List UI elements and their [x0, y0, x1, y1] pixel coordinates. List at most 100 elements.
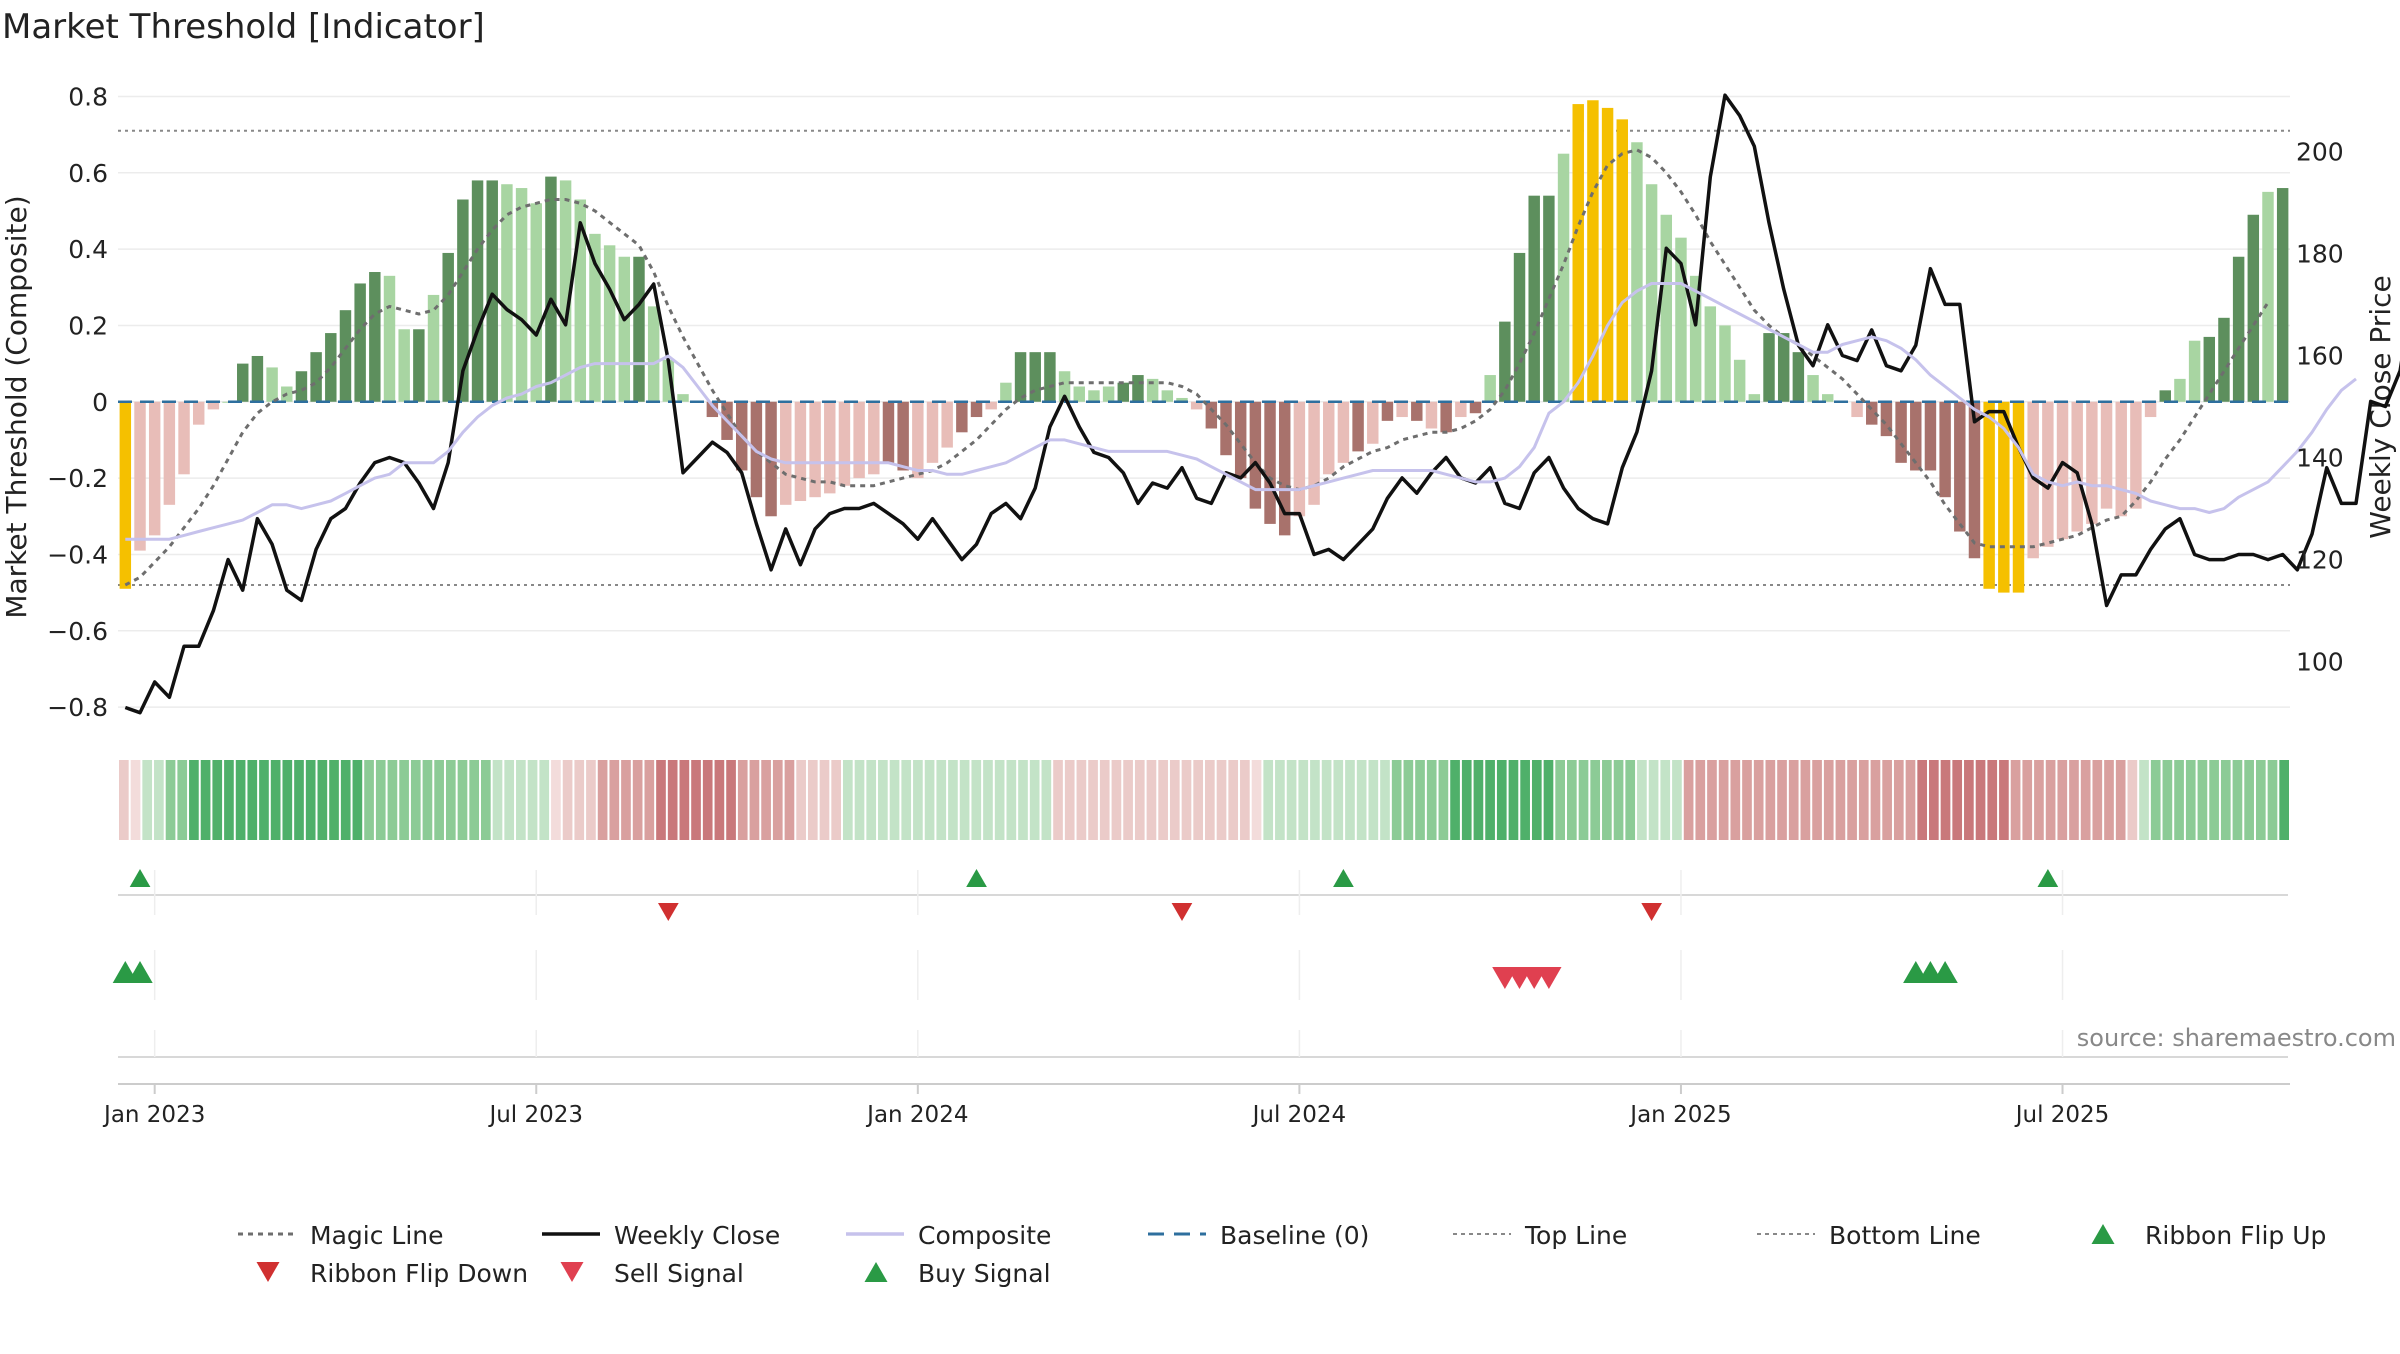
ribbon-cell — [1812, 760, 1822, 840]
y-axis-label: Market Threshold (Composite) — [0, 195, 33, 618]
composite-bar — [1513, 252, 1526, 402]
source-label: source: sharemaestro.com — [2077, 1024, 2396, 1052]
ribbon-cell — [2127, 760, 2138, 840]
ribbon-cell — [1310, 760, 1320, 840]
ribbon-cell — [1952, 760, 1963, 840]
ribbon-cell — [1835, 760, 1846, 840]
composite-bar — [1205, 401, 1218, 429]
ribbon-cell — [142, 760, 153, 840]
ribbon-cell — [317, 760, 328, 840]
ribbon-cell — [235, 760, 246, 840]
composite-bar — [1278, 401, 1291, 536]
composite-bar — [1249, 401, 1262, 509]
composite-bar — [413, 329, 425, 402]
composite-bar — [706, 401, 719, 418]
ribbon-cell — [2209, 760, 2219, 840]
composite-bar — [603, 245, 616, 402]
composite-bar — [1851, 401, 1863, 418]
composite-bar — [1234, 401, 1247, 479]
composite-bar — [1352, 401, 1364, 452]
x-tick-label: Jul 2025 — [2014, 1102, 2110, 1128]
legend-label-magic-line: Magic Line — [310, 1221, 444, 1250]
ribbon-cell — [1134, 760, 1145, 840]
composite-bar — [780, 401, 792, 505]
ribbon-cell — [983, 760, 993, 840]
ribbon-cell — [294, 760, 304, 840]
composite-bar — [442, 252, 454, 402]
composite-bar — [486, 180, 498, 402]
ribbon-flip-down-marker — [658, 903, 679, 921]
ribbon-cell — [1088, 760, 1098, 840]
composite-bar — [647, 306, 660, 402]
composite-bar — [926, 401, 939, 463]
composite-bar — [530, 203, 542, 402]
composite-bar — [882, 401, 895, 463]
ribbon-cell — [2034, 760, 2044, 840]
composite-bar — [1763, 333, 1775, 402]
y2-tick-label: 140 — [2296, 444, 2344, 473]
composite-bar — [985, 401, 997, 410]
ribbon-cell — [1893, 760, 1904, 840]
ribbon-cell — [866, 760, 877, 840]
ribbon-cell — [632, 760, 643, 840]
ribbon-cell — [399, 760, 409, 840]
composite-bar — [1645, 184, 1658, 402]
ribbon-cell — [1228, 760, 1239, 840]
ribbon-cell — [410, 760, 421, 840]
ribbon-cell — [924, 760, 935, 840]
ribbon-cell — [2174, 760, 2184, 840]
composite-bar — [192, 401, 205, 425]
y2-tick-label: 200 — [2296, 137, 2344, 166]
ribbon-cell — [2069, 760, 2079, 840]
ribbon-cell — [2115, 760, 2126, 840]
weekly-close-line — [124, 93, 2400, 715]
composite-bar — [1499, 321, 1511, 402]
composite-bar — [1146, 378, 1159, 402]
composite-bar — [897, 401, 909, 471]
ribbon-cell — [1520, 760, 1530, 840]
x-tick-label: Jul 2023 — [487, 1102, 583, 1128]
ribbon-cell — [364, 760, 374, 840]
composite-bar — [119, 401, 132, 589]
composite-bar — [559, 180, 572, 402]
ribbon-cell — [527, 760, 538, 840]
ribbon-cell — [1987, 760, 1998, 840]
composite-bar — [163, 401, 176, 505]
ribbon-cell — [737, 760, 748, 840]
ribbon-cell — [1146, 760, 1157, 840]
composite-bar — [1308, 401, 1320, 505]
legend-item: Weekly Close — [542, 1221, 780, 1250]
composite-bar — [853, 401, 865, 479]
composite-bar — [1440, 401, 1452, 433]
composite-bar — [1528, 195, 1540, 402]
ribbon-cell — [1064, 760, 1075, 840]
y-tick-label: −0.8 — [47, 693, 108, 722]
composite-bar — [2262, 191, 2274, 402]
composite-bar — [1601, 107, 1614, 402]
ribbon-cell — [1099, 760, 1110, 840]
ribbon-cell — [1415, 760, 1425, 840]
legend-item: Top Line — [1453, 1221, 1627, 1250]
ribbon-cell — [1567, 760, 1577, 840]
composite-bar — [2159, 390, 2171, 402]
ribbon-cell — [1438, 760, 1449, 840]
ribbon-cell — [1765, 760, 1776, 840]
ribbon-cell — [1870, 760, 1881, 840]
ribbon-cell — [1181, 760, 1192, 840]
ribbon-cell — [119, 760, 129, 840]
composite-bar — [1733, 359, 1746, 402]
ribbon-cell — [177, 760, 188, 840]
composite-bar — [1866, 401, 1878, 425]
ribbon-cell — [2010, 760, 2021, 840]
composite-bar — [515, 188, 528, 402]
ribbon-cell — [1275, 760, 1285, 840]
legend-label-ribbon-flip-up: Ribbon Flip Up — [2145, 1221, 2326, 1250]
legend-item: Ribbon Flip Down — [256, 1259, 528, 1288]
composite-bar — [1455, 401, 1467, 418]
composite-bar — [1719, 325, 1731, 402]
composite-bar — [1895, 401, 1907, 463]
composite-bar — [618, 256, 631, 402]
buy-signal-marker — [1932, 961, 1958, 983]
y-tick-label: 0.6 — [68, 159, 108, 188]
composite-bar — [2042, 401, 2054, 547]
